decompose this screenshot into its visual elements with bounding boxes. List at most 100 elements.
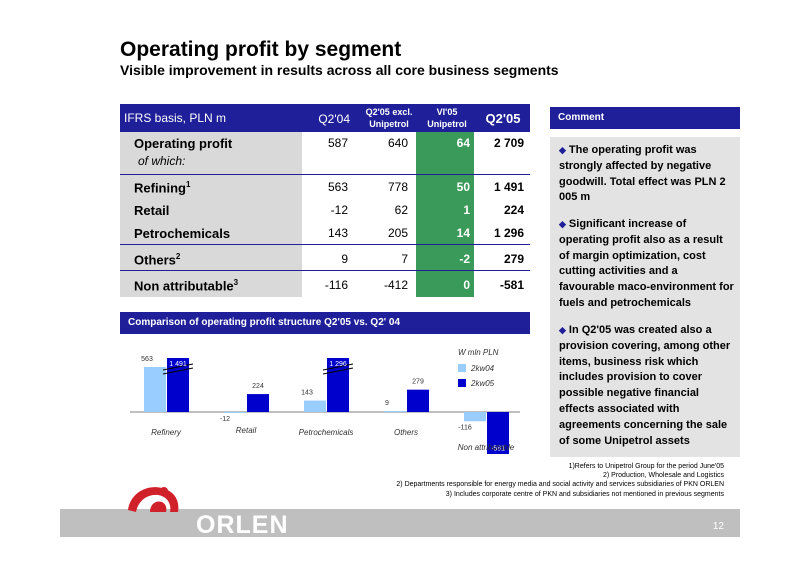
bar-2kw04 (384, 411, 406, 412)
data-label: -12 (220, 416, 230, 423)
of-which-label: of which: (138, 154, 186, 168)
cell-vi05: 0 (463, 278, 470, 292)
bar-2kw04 (224, 412, 246, 413)
legend-swatch (458, 379, 466, 387)
table-row: Others2 9 7 -2 279 (120, 248, 530, 270)
cell-vi05: 14 (456, 226, 470, 240)
category-label: Retail (236, 426, 257, 435)
category-label: Petrochemicals (299, 428, 354, 437)
divider (120, 270, 530, 271)
data-label: -116 (458, 424, 472, 431)
cell-q205: 224 (503, 203, 524, 217)
cell-q205-excl: 7 (401, 252, 408, 266)
cell-q204: -116 (324, 278, 348, 292)
bar-2kw05 (247, 394, 269, 412)
label-column-bg (120, 132, 302, 297)
footnote: 3) Includes corporate centre of PKN and … (445, 490, 724, 498)
table-row: Retail -12 62 1 224 (120, 199, 530, 221)
row-label: Refining1 (134, 180, 191, 196)
cell-q204: 143 (327, 226, 348, 240)
cell-q204: 563 (327, 180, 348, 194)
page-subtitle: Visible improvement in results across al… (120, 62, 559, 78)
data-label: 143 (301, 390, 313, 397)
diamond-bullet-icon: ◆ (559, 219, 566, 229)
row-label: Others2 (134, 252, 181, 268)
segment-table: Operating profit 587 640 64 2 709 of whi… (120, 132, 530, 297)
row-label: Petrochemicals (134, 226, 231, 241)
bar-2kw04 (464, 412, 486, 422)
header-q204: Q2'04 (318, 112, 350, 126)
cell-q205: 2 709 (493, 136, 524, 150)
comment-item: ◆ Significant increase of operating profi… (559, 218, 734, 309)
row-label: Operating profit (134, 136, 233, 151)
divider (120, 174, 530, 175)
cell-vi05: 50 (456, 180, 470, 194)
bar-2kw05 (327, 358, 349, 412)
data-label: 279 (412, 379, 424, 386)
category-label: Others (394, 428, 418, 437)
comment-panel: ◆ The operating profit was strongly affec… (550, 137, 740, 457)
cell-q204: -12 (330, 203, 348, 217)
axis-break-mark (162, 367, 194, 375)
cell-vi05: 64 (456, 136, 470, 150)
bar-2kw04 (304, 400, 326, 412)
logo-text: ORLEN (196, 511, 289, 539)
header-q205-excl: Q2'05 excl. Unipetrol (365, 107, 413, 129)
table-row: Petrochemicals 143 205 14 1 296 (120, 222, 530, 244)
bar-2kw04 (144, 366, 166, 412)
footnote: 1)Refers to Unipetrol Group for the peri… (568, 463, 724, 470)
comment-item: ◆ In Q2'05 was created also a provision c… (559, 324, 731, 447)
cell-q205: 1 296 (493, 226, 524, 240)
axis-break-mark (322, 367, 354, 375)
data-label: 9 (385, 400, 389, 407)
table-row: Non attributable3 -116 -412 0 -581 (120, 274, 530, 296)
cell-q205-excl: 205 (387, 226, 408, 240)
axis-break-mark (322, 363, 354, 371)
comment-header: Comment (550, 107, 740, 129)
unit-label: W mln PLN (458, 348, 499, 357)
divider (120, 244, 530, 245)
cell-q205: 1 491 (493, 180, 524, 194)
header-q205: Q2'05 (485, 111, 521, 126)
cell-q205: -581 (499, 278, 524, 292)
footnote: 2) Production, Wholesale and Logistics (602, 472, 724, 480)
legend-swatch (458, 364, 466, 372)
footnote: 2) Departments responsible for energy me… (396, 481, 724, 489)
cell-vi05: -2 (459, 252, 470, 266)
cell-vi05: 1 (463, 203, 470, 217)
table-header: IFRS basis, PLN m Q2'04 Q2'05 excl. Unip… (120, 104, 530, 132)
cell-q205-excl: 640 (387, 136, 408, 150)
cell-q205-excl: -412 (383, 278, 408, 292)
chart-header: Comparison of operating profit structure… (120, 312, 530, 334)
row-label: Retail (134, 203, 170, 218)
data-label: -581 (491, 445, 505, 452)
legend-label: 2kw04 (470, 364, 495, 373)
comment-item: ◆ The operating profit was strongly affec… (559, 144, 726, 204)
cell-q205-excl: 62 (394, 203, 408, 217)
category-label: Refinery (151, 428, 182, 437)
cell-q204: 587 (327, 136, 348, 150)
cell-q205-excl: 778 (387, 180, 408, 194)
table-row: Operating profit 587 640 64 2 709 (120, 132, 530, 154)
unipetrol-column-bg (416, 132, 474, 297)
diamond-bullet-icon: ◆ (559, 325, 566, 335)
table-row: Refining1 563 778 50 1 491 (120, 176, 530, 198)
data-label: 1 296 (329, 361, 347, 368)
cell-q204: 9 (341, 252, 348, 266)
axis-break-mark (162, 363, 194, 371)
category-label: Non attributable (458, 443, 515, 452)
segment-bar-chart: 563 1 491 Refinery -12 224 Retail 143 1 296 Petr… (130, 348, 520, 454)
header-basis: IFRS basis, PLN m (124, 111, 227, 125)
page-number: 12 (712, 521, 724, 532)
legend-label: 2kw05 (470, 379, 495, 388)
data-label: 1 491 (169, 361, 187, 368)
bar-2kw05 (167, 358, 189, 412)
data-label: 224 (252, 383, 264, 390)
page-title: Operating profit by segment (120, 38, 402, 61)
data-label: 563 (141, 356, 153, 363)
footnotes: 1)Refers to Unipetrol Group for the peri… (324, 462, 724, 499)
header-vi05: VI'05 Unipetrol (427, 107, 467, 129)
row-label: Non attributable3 (134, 278, 239, 294)
cell-q205: 279 (503, 252, 524, 266)
bar-2kw05 (487, 412, 509, 454)
